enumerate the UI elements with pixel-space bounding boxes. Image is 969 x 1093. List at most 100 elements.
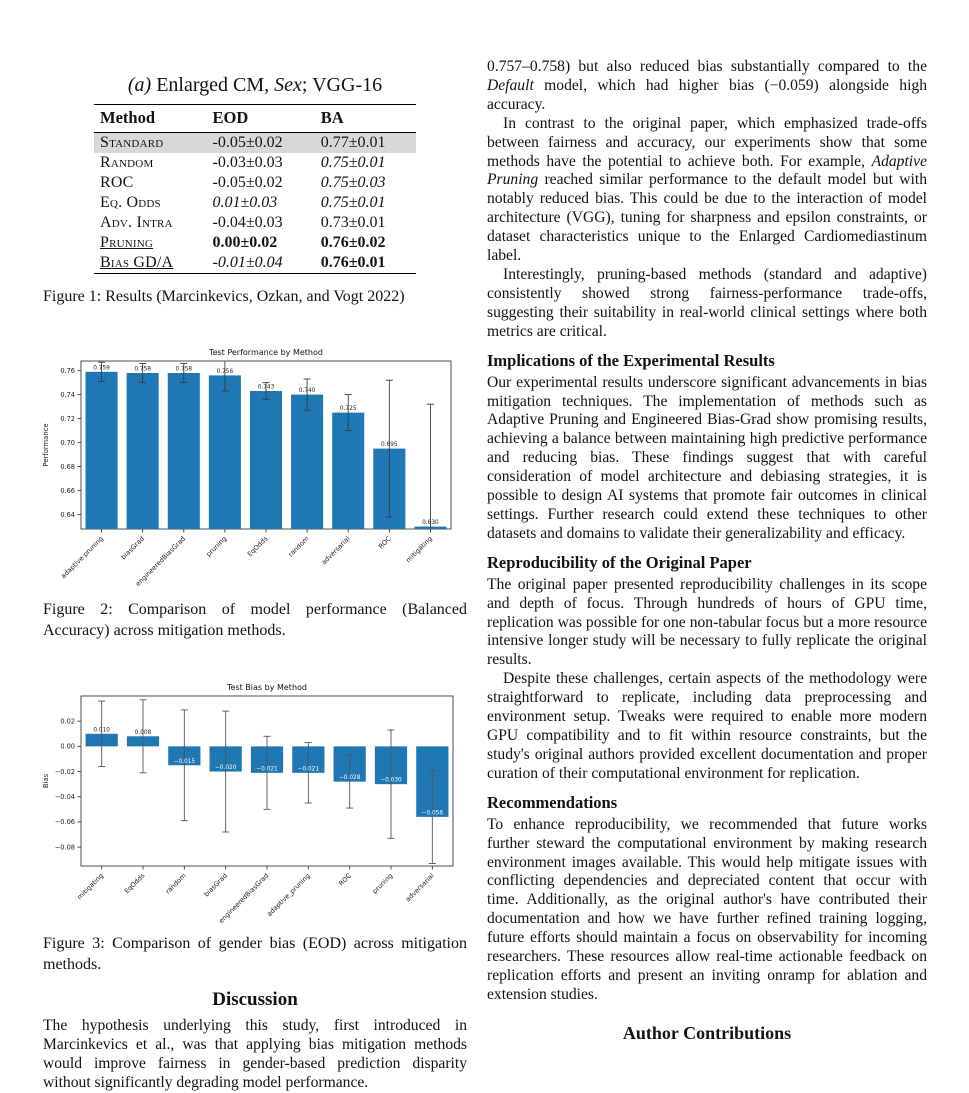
bar-value-label: −0.030 [380,778,402,784]
results-table: Method EOD BA Standard -0.05±0.02 0.77±0.01 R… [94,104,416,274]
table-row: Random -0.03±0.03 0.75±0.01 [94,153,416,173]
x-category-label: random [287,535,311,559]
x-category-label: adaptive pruning [59,535,105,581]
ba-cell: 0.76±0.01 [320,254,386,271]
bar-value-label: 0.695 [381,442,398,448]
bar [126,373,159,529]
eod-cell: -0.04±0.03 [212,214,283,231]
section-heading-centered: Author Contributions [622,1022,792,1043]
bar [291,394,324,529]
x-category-label: EqOdds [123,871,147,895]
section-heading: Recommendations [487,792,618,812]
y-tick-label: 0.02 [60,717,75,725]
y-axis-label: Performance [42,423,50,466]
ba-cell: 0.75±0.01 [320,154,386,171]
ba-cell: 0.76±0.02 [320,234,386,251]
chart-title: Test Bias by Method [226,683,307,692]
bar [208,375,241,529]
table-row: Eq. Odds 0.01±0.03 0.75±0.01 [94,193,416,213]
method-cell: Eq. Odds [100,194,161,211]
bar-value-label: −0.021 [256,766,278,772]
x-category-label: adversarial [320,535,352,567]
x-category-label: pruning [371,872,395,896]
eod-cell: 0.01±0.03 [212,194,278,211]
method-cell: Pruning [100,234,154,251]
eod-cell: 0.00±0.02 [212,234,278,251]
column-header: EOD [206,104,315,133]
x-category-label: mitigating [76,872,105,901]
bar-value-label: 0.740 [299,388,316,394]
x-category-label: adaptive_pruning [265,872,311,918]
right-column: 0.757–0.758) but also reduced bias subst… [487,58,927,1048]
x-category-label: biasGrad [203,872,230,899]
bar-value-label: −0.028 [339,775,361,781]
discussion-paragraph: The hypothesis underlying this study, fi… [43,1017,467,1091]
column-header: BA [314,104,416,133]
bar-value-label: −0.015 [174,759,196,765]
y-tick-label: 0.68 [60,463,75,471]
ba-cell: 0.75±0.03 [320,174,386,191]
bar-value-label: 0.010 [93,727,110,733]
y-tick-label: −0.08 [55,843,75,851]
eod-cell: -0.01±0.04 [212,254,283,271]
bar [85,371,118,529]
bar [332,412,365,529]
figure2-bar-chart: 0.64 0.66 0.68 0.70 0.72 0.74 0.76 Test Perform… [33,343,463,593]
figure2-caption: Figure 2: Comparison of model performanc… [43,601,467,639]
bar-value-label: 0.758 [134,367,151,373]
table-row: Pruning 0.00±0.02 0.76±0.02 [94,233,416,253]
y-tick-label: 0.66 [60,487,75,495]
y-tick-label: −0.06 [55,818,75,826]
bar-value-label: 0.758 [175,367,192,373]
paragraph: 0.757–0.758) but also reduced bias subst… [487,58,927,113]
table-row: Bias GD/A -0.01±0.04 0.76±0.01 [94,253,416,274]
y-tick-label: 0.76 [60,367,75,375]
column-header: Method [94,104,207,133]
bar-value-label: 0.756 [217,369,234,375]
x-category-label: ROC [377,534,393,550]
paragraph: To enhance reproducibility, we recommend… [487,815,927,1003]
figure3-caption: Figure 3: Comparison of gender bias (EOD… [43,935,467,973]
bar-value-label: 0.725 [340,406,357,412]
bar-value-label: −0.020 [215,765,237,771]
method-cell: Adv. Intra [100,214,173,231]
discussion-heading: Discussion [212,989,298,1010]
x-category-label: mitigating [404,535,433,564]
bar-value-label: 0.630 [422,520,439,526]
paragraph: In contrast to the original paper, which… [487,114,927,265]
method-cell: Bias GD/A [100,254,174,271]
y-tick-label: 0.72 [60,415,75,423]
table-row: Standard -0.05±0.02 0.77±0.01 [94,132,416,153]
method-cell: Random [100,154,154,171]
method-cell: Standard [100,134,164,151]
y-tick-label: 0.70 [60,439,75,447]
y-axis-label: Bias [42,773,50,788]
bar-value-label: 0.759 [93,365,110,371]
eod-cell: -0.05±0.02 [212,134,283,151]
paragraph: Despite these challenges, certain aspect… [487,670,927,782]
results-table-header: Method EOD BA [94,104,416,133]
bar [167,373,200,529]
eod-cell: -0.03±0.03 [212,154,283,171]
eod-cell: -0.05±0.02 [212,174,283,191]
section-heading: Reproducibility of the Original Paper [487,552,752,572]
figure1-table-block: (a) Enlarged CM, Sex; VGG-16 Method EOD BA… [43,74,467,274]
ba-cell: 0.73±0.01 [320,214,386,231]
figure3-bar-chart: 0.02 0.00 −0.02 −0.04 −0.06 −0.08 Test Bias by… [31,680,463,932]
x-category-label: EqOdds [246,534,270,558]
y-tick-label: −0.02 [55,768,75,776]
x-category-label: random [164,872,188,896]
table-row: ROC -0.05±0.02 0.75±0.03 [94,173,416,193]
bar-value-label: 0.008 [135,730,152,736]
y-tick-label: −0.04 [55,793,75,801]
bar-value-label: −0.056 [422,810,444,816]
bar-value-label: 0.743 [258,385,275,391]
x-category-label: adversarial [404,872,436,904]
ba-cell: 0.75±0.01 [320,194,386,211]
chart-title: Test Performance by Method [208,348,323,357]
paragraph: Interestingly, pruning-based methods (st… [487,265,927,340]
bar [249,391,283,529]
figure1-table-title: (a) Enlarged CM, Sex; VGG-16 [127,74,383,96]
x-category-label: biasGrad [120,535,147,562]
